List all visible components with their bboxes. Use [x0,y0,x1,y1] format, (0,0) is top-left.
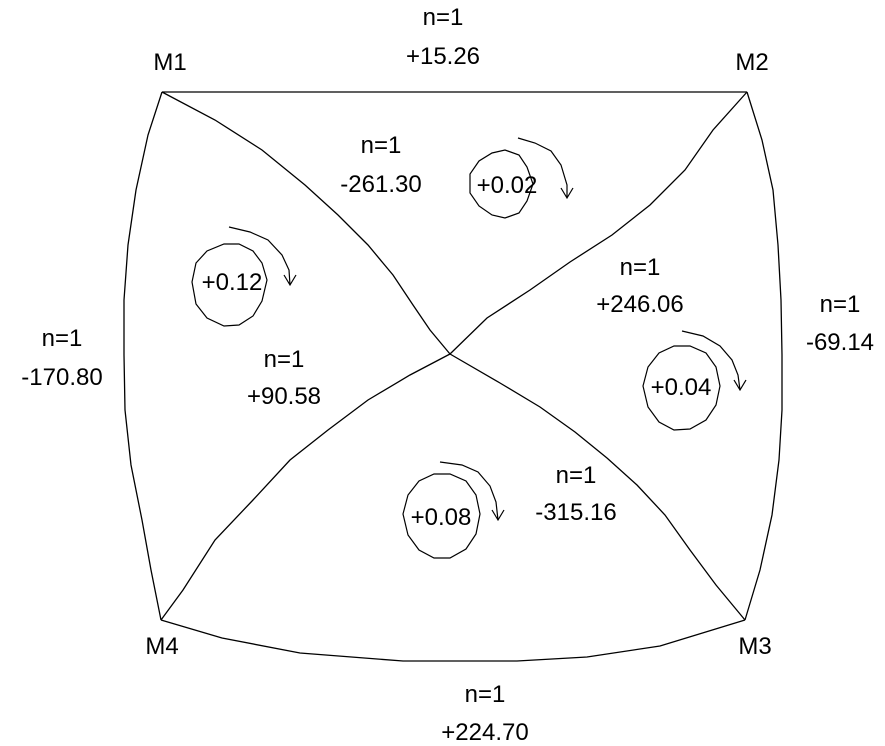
branch-right-value: -69.14 [806,329,874,356]
branch-m3-center-value: -315.16 [535,499,616,526]
loop-bottom-closure: +0.08 [411,504,472,531]
branch-bottom-n: n=1 [465,681,506,708]
branch-left-value: -170.80 [21,364,102,391]
branch-top-value: +15.26 [406,43,480,70]
branch-bottom-value: +224.70 [441,719,528,746]
edge-m4-m3 [160,619,746,662]
branch-m1-center-value: -261.30 [340,171,421,198]
loop-right: +0.04 [642,330,747,431]
edge-m2-center [449,91,748,355]
branch-left-n: n=1 [42,325,83,352]
loop-top-closure: +0.02 [477,172,538,199]
branch-m4-center-value: +90.58 [247,383,321,410]
loop-bottom: +0.08 [402,461,505,559]
node-m1-label: M1 [153,49,186,76]
node-m4-label: M4 [145,633,178,660]
clockwise-arrow-icon [439,461,505,522]
loop-top: +0.02 [469,137,574,219]
branch-m2-center-value: +246.06 [596,291,683,318]
edge-m3-center [449,353,746,621]
branch-m3-center-n: n=1 [556,462,597,489]
node-m3-label: M3 [738,633,771,660]
loop-top-circle [469,149,534,219]
clockwise-arrow-icon [228,226,297,287]
node-m2-label: M2 [735,49,768,76]
branch-top-n: n=1 [423,4,464,31]
edge-m1-m4 [123,91,163,621]
clockwise-arrow-icon [681,330,747,392]
branch-right-n: n=1 [820,291,861,318]
branch-m4-center-n: n=1 [264,346,305,373]
loop-bottom-circle [402,473,481,559]
loop-left: +0.12 [191,226,297,327]
edge-m2-m3 [744,91,783,621]
branch-m2-center-n: n=1 [620,254,661,281]
edge-m1-center [161,91,451,355]
loop-left-closure: +0.12 [202,269,263,296]
loop-left-circle [191,243,268,327]
loop-right-closure: +0.04 [651,374,712,401]
clockwise-arrow-icon [517,137,574,200]
loop-right-circle [642,345,721,431]
branch-m1-center-n: n=1 [361,132,402,159]
edge-m4-center [160,353,451,621]
